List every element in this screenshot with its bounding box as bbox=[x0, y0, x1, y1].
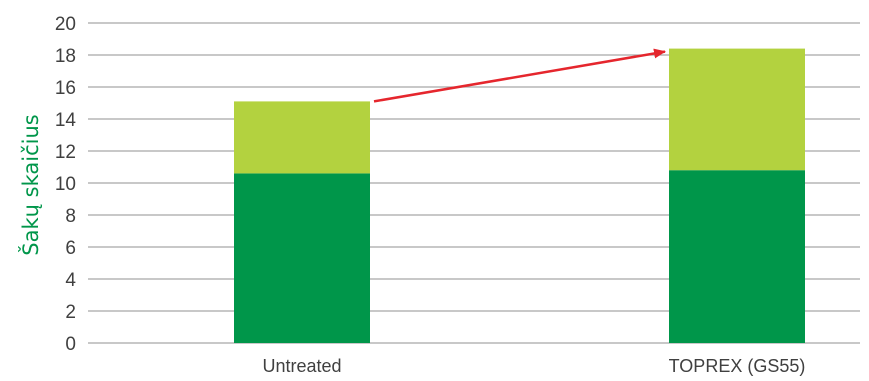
y-tick-label: 0 bbox=[65, 334, 76, 355]
y-axis-ticks: 0 2 4 6 8 10 12 14 16 18 20 bbox=[55, 14, 77, 355]
y-tick-label: 20 bbox=[55, 14, 76, 35]
y-tick-label: 2 bbox=[65, 302, 76, 323]
y-tick-label: 12 bbox=[55, 142, 76, 163]
y-tick-label: 18 bbox=[55, 46, 76, 67]
y-tick-label: 4 bbox=[65, 270, 76, 291]
bar-segment-upper-0 bbox=[234, 101, 370, 174]
bar-segment-lower-0 bbox=[234, 173, 370, 343]
bar-segment-upper-1 bbox=[669, 48, 805, 171]
y-tick-label: 14 bbox=[55, 110, 77, 131]
annotations bbox=[373, 48, 666, 103]
y-tick-label: 10 bbox=[55, 174, 76, 195]
x-category-label: TOPREX (GS55) bbox=[669, 356, 806, 376]
bar-segment-lower-1 bbox=[669, 170, 805, 343]
x-axis-labels: Untreated TOPREX (GS55) bbox=[262, 356, 805, 376]
increase-arrow bbox=[373, 48, 666, 103]
y-tick-label: 16 bbox=[55, 78, 76, 99]
y-tick-label: 8 bbox=[65, 206, 76, 227]
y-axis-title: Šakų skaičius bbox=[18, 114, 43, 255]
x-category-label: Untreated bbox=[262, 356, 341, 376]
bars bbox=[234, 48, 805, 343]
y-tick-label: 6 bbox=[65, 238, 76, 259]
